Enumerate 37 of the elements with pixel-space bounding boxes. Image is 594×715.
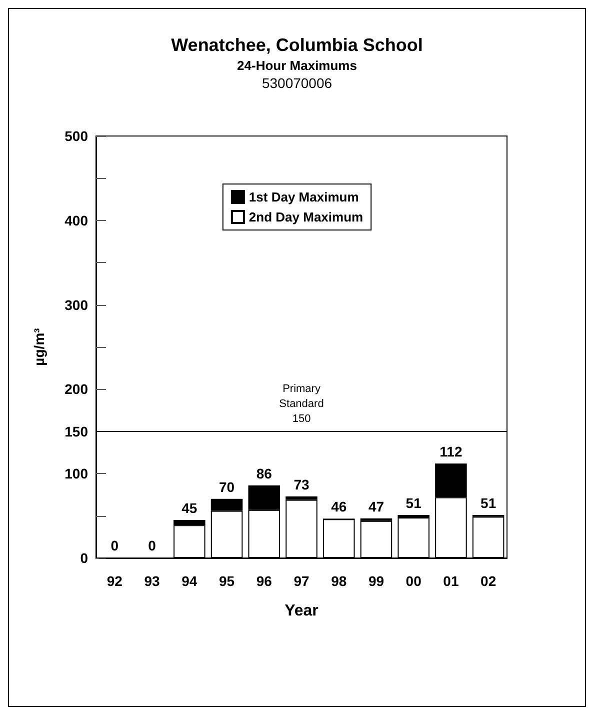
x-tick-label: 93 (144, 573, 160, 589)
total-label: 51 (480, 494, 496, 511)
x-tick-label: 99 (368, 573, 384, 589)
total-label: 112 (440, 443, 462, 460)
x-tick-label: 94 (182, 573, 198, 589)
total-label: 47 (368, 498, 384, 514)
x-tick-label: 01 (443, 573, 459, 589)
y-tick-label: 150 (64, 423, 88, 440)
chart-title: Wenatchee, Columbia School (171, 35, 423, 55)
y-tick-label: 500 (64, 128, 88, 144)
legend-label: 2nd Day Maximum (248, 210, 364, 224)
x-tick-label: 95 (218, 573, 235, 589)
total-label: 86 (256, 465, 272, 482)
x-axis-title: Year (284, 602, 318, 620)
text: 530070006 (262, 75, 332, 91)
total-label: 70 (218, 478, 235, 495)
total-label: 0 (110, 538, 119, 554)
total-label: 51 (406, 494, 422, 511)
x-tick-label: 00 (406, 573, 422, 589)
total-label: 46 (331, 498, 347, 515)
y-tick-label: 200 (64, 381, 88, 398)
x-tick-label: 96 (256, 573, 272, 589)
y-tick-label: 100 (64, 466, 88, 482)
x-tick-label: 92 (106, 573, 123, 589)
ref-line-label: Primary Standard 150 (279, 382, 324, 425)
y-tick-label: 400 (64, 212, 88, 228)
y-tick-label: 0 (80, 550, 88, 566)
total-label: 73 (294, 476, 310, 492)
y-tick-label: 300 (64, 296, 88, 313)
legend-label: 1st Day Maximum (248, 190, 359, 204)
chart-subtitle: 24-Hour Maximums (237, 58, 357, 73)
y-axis-title: µg/m³ (31, 328, 47, 366)
x-tick-label: 98 (331, 573, 347, 589)
total-label: 45 (182, 500, 198, 516)
x-tick-label: 02 (480, 573, 496, 589)
total-label: 0 (148, 538, 156, 554)
x-tick-label: 97 (294, 573, 310, 589)
